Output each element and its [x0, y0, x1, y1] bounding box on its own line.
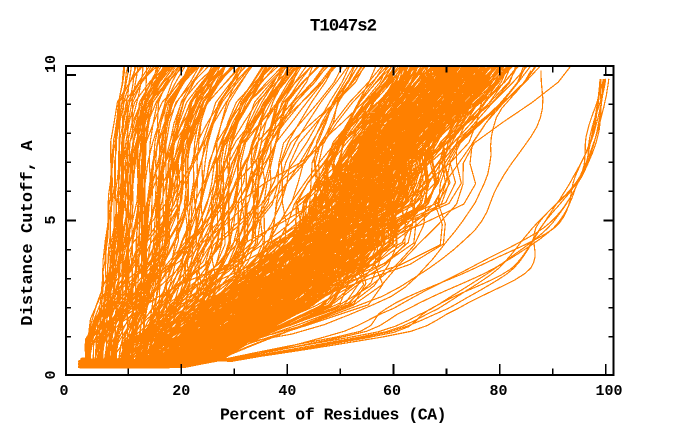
svg-text:Distance Cutoff, A: Distance Cutoff, A — [19, 140, 38, 326]
svg-text:0: 0 — [59, 383, 68, 400]
svg-text:5: 5 — [43, 215, 60, 224]
svg-text:20: 20 — [172, 383, 190, 400]
svg-text:80: 80 — [489, 383, 507, 400]
svg-text:60: 60 — [383, 383, 401, 400]
svg-text:100: 100 — [595, 383, 622, 400]
svg-text:Percent of Residues (CA): Percent of Residues (CA) — [220, 406, 446, 425]
svg-text:40: 40 — [278, 383, 296, 400]
svg-text:0: 0 — [43, 370, 60, 379]
svg-text:10: 10 — [43, 55, 60, 73]
svg-text:T1047s2: T1047s2 — [310, 17, 377, 37]
